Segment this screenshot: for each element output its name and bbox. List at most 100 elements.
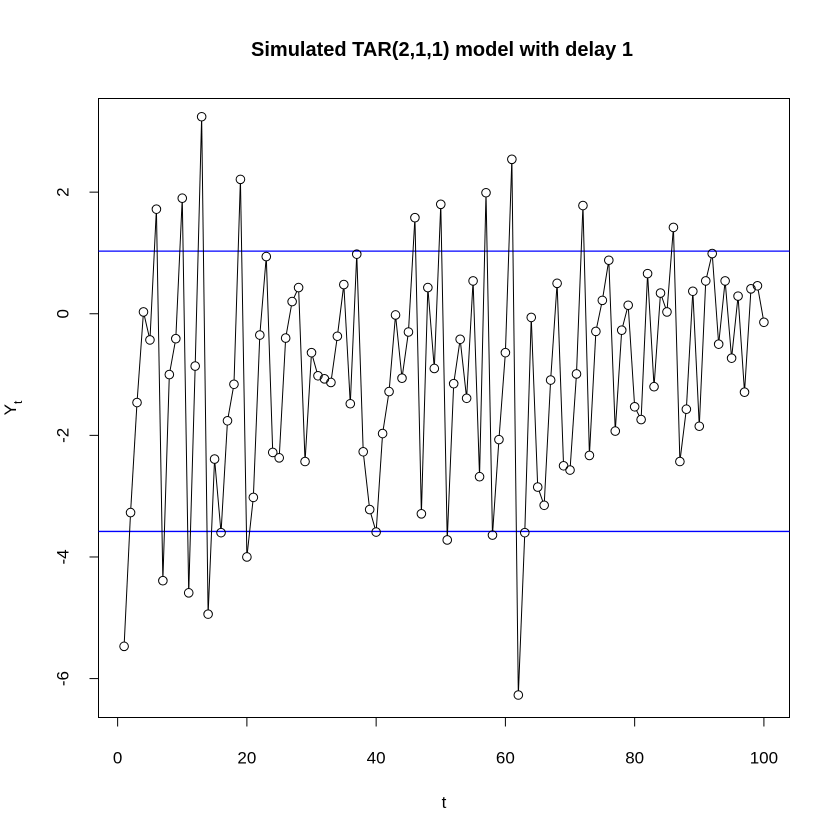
data-point: [300, 456, 310, 467]
data-point: [688, 286, 698, 297]
series-segment: [349, 258, 358, 400]
data-point: [707, 248, 718, 259]
series-segment: [636, 410, 640, 416]
series-segment: [337, 288, 344, 333]
x-tick-label: 80: [625, 749, 644, 768]
series-segment: [718, 285, 726, 340]
series-segment: [712, 257, 719, 340]
series-segment: [149, 213, 157, 336]
series-segment: [285, 305, 292, 334]
series-segment: [744, 293, 752, 388]
series-segment: [220, 425, 228, 529]
series-segment: [155, 213, 164, 577]
data-point: [578, 200, 588, 211]
data-point: [416, 509, 427, 519]
data-point: [190, 361, 200, 371]
data-point: [545, 375, 556, 385]
data-point: [203, 609, 213, 619]
series-segment: [485, 197, 493, 531]
data-point: [429, 363, 440, 374]
data-point: [700, 276, 711, 286]
series-segment: [402, 336, 409, 375]
data-point: [274, 453, 284, 463]
data-point: [623, 300, 633, 311]
x-tick-label: 60: [496, 749, 515, 768]
data-point: [280, 333, 291, 343]
data-point: [662, 307, 672, 317]
x-axis: 0 20 40 60 80 100: [113, 717, 778, 768]
data-point: [235, 174, 246, 185]
data-point: [752, 280, 763, 291]
data-point: [403, 327, 414, 337]
series-segment: [524, 321, 532, 529]
series-segment: [453, 343, 461, 380]
data-point: [397, 373, 407, 384]
series-segment: [505, 163, 513, 349]
y-tick-label: -2: [54, 428, 73, 443]
series-segment: [395, 319, 403, 374]
series-segment: [666, 231, 674, 308]
series-segment: [433, 208, 442, 365]
series-segment: [227, 388, 234, 417]
series-segment: [143, 316, 150, 336]
data-point: [287, 296, 297, 307]
data-point: [500, 347, 511, 358]
series-segment: [162, 378, 170, 577]
data-point: [494, 434, 504, 445]
data-point: [306, 347, 317, 358]
series-segment: [492, 443, 500, 531]
data-point: [565, 465, 575, 475]
series-segment: [259, 260, 267, 331]
series-segment: [427, 291, 435, 365]
data-point: [209, 454, 220, 464]
series-segment: [188, 370, 196, 589]
data-point: [261, 251, 272, 262]
x-tick-label: 40: [367, 749, 386, 768]
data-point: [519, 527, 530, 538]
series-segment: [698, 285, 707, 422]
data-point: [435, 199, 446, 210]
series-segment: [673, 231, 681, 458]
series-segment: [130, 406, 138, 509]
data-point: [455, 334, 465, 345]
y-tick-label: -6: [54, 671, 73, 686]
series-segment: [375, 437, 383, 528]
data-point: [584, 450, 595, 461]
series-segment: [589, 335, 597, 452]
data-point: [371, 527, 381, 537]
data-point: [616, 325, 627, 335]
x-tick-label: 20: [237, 749, 256, 768]
series-segment: [550, 287, 558, 376]
series-segment: [246, 501, 254, 553]
series-segment: [460, 343, 467, 395]
data-point: [655, 288, 666, 298]
data-point: [571, 369, 582, 379]
series-segment: [312, 356, 318, 372]
y-axis: -6 -4 -2 0 2: [54, 187, 99, 686]
data-point: [539, 500, 549, 511]
data-point: [138, 307, 149, 317]
data-point: [222, 415, 233, 426]
series-segment: [343, 288, 351, 400]
data-point: [481, 187, 491, 198]
data-point: [468, 276, 478, 286]
series-segment: [265, 260, 274, 449]
series-segment: [731, 300, 739, 354]
series-segment: [686, 295, 694, 405]
series-segment: [479, 197, 487, 473]
data-point: [733, 291, 743, 301]
series-segment: [181, 202, 190, 589]
series-segment: [615, 334, 622, 427]
series-segment: [622, 309, 628, 327]
series-segment: [123, 516, 131, 643]
series-segment: [608, 264, 616, 427]
series-segment: [408, 221, 416, 328]
data-point: [720, 276, 730, 286]
data-point: [377, 428, 388, 439]
data-point: [759, 317, 769, 328]
series-segment: [239, 183, 248, 553]
data-point: [248, 492, 259, 503]
series-segment: [421, 291, 429, 510]
data-point: [558, 460, 569, 471]
data-point: [390, 310, 401, 320]
